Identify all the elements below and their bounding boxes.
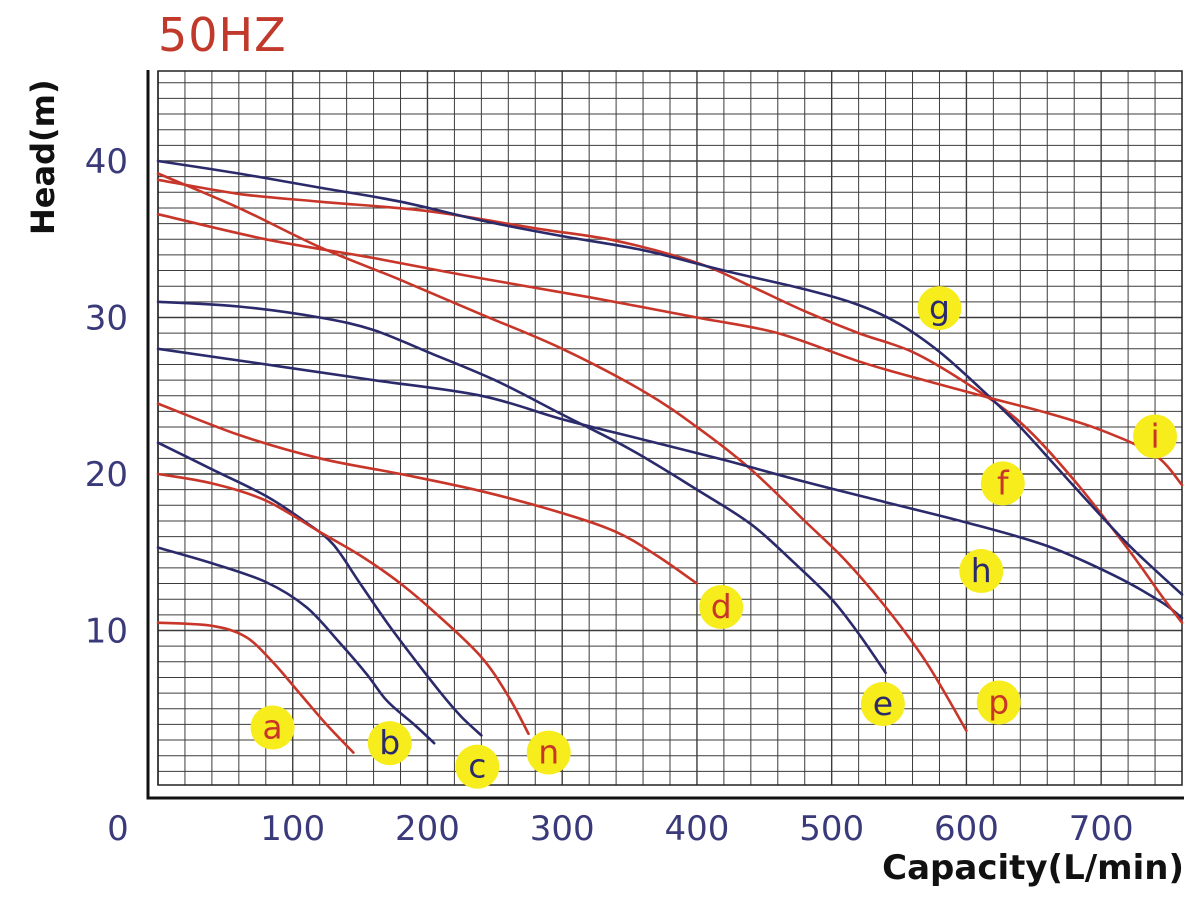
curve-label-g: g [917,286,962,331]
label-text: p [988,682,1009,721]
label-badge [860,682,905,727]
curve-f [156,178,1184,624]
curve-label-c: c [455,744,500,789]
x-tick-label: 100 [260,809,325,849]
label-text: i [1150,416,1159,455]
x-tick-label: 400 [664,809,729,849]
label-badge [917,286,962,331]
x-axis-label: Capacity(L/min) [882,848,1184,888]
curve-d [156,402,699,585]
x-tick-label: 500 [799,809,864,849]
label-text: d [711,587,732,626]
curve-c [156,441,483,737]
curve-series [156,159,1184,754]
curve-n [156,472,530,736]
curve-b [156,546,436,745]
x-tick-label: 300 [530,809,595,849]
label-badge [367,721,412,766]
label-text: e [873,684,893,723]
curve-p [156,172,968,732]
label-text: n [538,733,559,772]
curve-label-p: p [976,680,1021,725]
curve-label-e: e [860,682,905,727]
curve-g [156,159,1184,596]
label-text: h [971,551,992,590]
label-badge [1133,414,1178,459]
curve-a [156,621,355,754]
y-tick-label: 10 [85,612,128,652]
curve-label-b: b [367,721,412,766]
curve-e [156,300,887,675]
curve-label-n: n [526,730,571,775]
curve-labels: a b c n d e p g h f i [250,286,1178,789]
x-tick-label: 600 [934,809,999,849]
curve-label-i: i [1133,414,1178,459]
label-text: c [468,747,486,786]
curve-h [156,347,1184,620]
label-text: a [262,708,282,747]
grid-lines [157,70,1183,786]
curve-label-a: a [250,705,295,750]
curve-label-f: f [980,461,1025,506]
grid-border [157,70,1183,786]
x-tick-label: 0 [107,809,129,849]
label-text: f [997,463,1010,502]
curve-i [156,212,1184,487]
label-badge [959,549,1004,594]
y-tick-label: 40 [85,142,128,182]
label-badge [455,744,500,789]
label-badge [250,705,295,750]
curve-label-d: d [699,585,744,630]
label-text: g [929,288,950,327]
label-badge [976,680,1021,725]
plot-frame [146,70,1184,800]
label-text: b [379,723,400,762]
y-tick-label: 30 [85,299,128,339]
x-tick-label: 700 [1069,809,1134,849]
label-badge [699,585,744,630]
curve-label-h: h [959,549,1004,594]
x-tick-label: 200 [395,809,460,849]
label-badge [980,461,1025,506]
chart-title: 50HZ [158,8,287,62]
label-badge [526,730,571,775]
y-tick-label: 20 [85,455,128,495]
